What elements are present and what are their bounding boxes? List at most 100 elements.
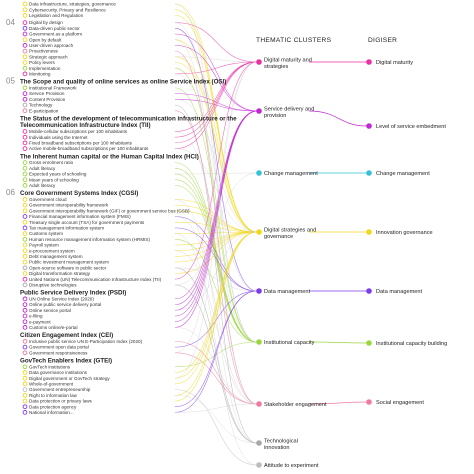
indicator-node [22,392,28,398]
digiser-label: Level of service embedment [376,124,446,130]
indicator-label: Disruptive technologies [29,283,77,288]
indicator-label: Tax management information system [29,226,104,231]
cluster-label: Stakeholder engagement [264,402,327,408]
indicator-to-cluster-line [174,28,258,292]
indicator-to-cluster-line [174,9,258,233]
indicator-label: Expected years of schooling [29,172,87,177]
indicator-to-cluster-line [174,221,258,233]
indicator-label: Service Provision [29,91,65,96]
cluster-node [256,170,262,176]
indicator-to-cluster-line [174,341,258,405]
indicator-label: Digital government or GovTech strategy [29,376,110,381]
digiser-node [366,59,372,65]
indicator-node [22,296,28,302]
indicator-label: Digital by design [29,20,63,25]
indicator-label: e-filing [29,314,43,319]
indicator-to-cluster-line [174,185,258,343]
indicator-node [22,225,28,231]
digiser-label: Social engagement [376,400,424,406]
digiser-node [366,229,372,235]
indicator-label: Treasury single account (TSA) for govern… [29,220,145,225]
indicator-to-cluster-line [174,22,258,63]
indicator-node [22,242,28,248]
indicator-to-cluster-line [174,239,258,343]
indicator-node [22,1,28,7]
cluster-label: Attitude to experiment [264,463,319,469]
indicator-label: Government interoperability framework [29,203,109,208]
indicator-node [22,108,28,114]
cluster-label: Digital strategies and [264,228,316,234]
indicator-to-cluster-line [174,131,258,343]
cluster-node [256,462,262,468]
indicator-label: Individuals using the Internet [29,135,88,140]
thematic-clusters-header: THEMATIC CLUSTERS [256,37,332,44]
cluster-label: strategies [264,64,288,70]
group-heading: GovTech Enablers Index (GTEI) [20,358,112,365]
indicator-to-cluster-line [174,216,258,292]
indicator-label: Proactiveness [29,49,59,54]
indicator-label: Institutional Framework [29,86,77,91]
indicator-label: Right to information law [29,393,78,398]
indicator-to-cluster-line [174,395,258,444]
indicator-node [22,339,28,344]
indicator-node [22,160,28,165]
indicator-node [22,171,28,177]
indicator-label: Government as a platform [29,32,82,37]
digiser-node [366,170,372,176]
indicator-to-cluster-line [174,290,258,413]
indicator-node [22,96,28,102]
indicator-node [22,146,28,151]
indicator-to-cluster-line [174,61,258,280]
indicator-to-cluster-line [174,172,258,175]
indicator-label: Mean years of schooling [29,177,79,182]
indicator-label: Customs online/e-portal [29,325,78,330]
indicator-node [22,177,28,183]
indicator-label: Whole-of-government [29,382,74,387]
indicator-node [22,129,28,134]
indicator-label: Adult literacy [29,166,56,171]
indicator-node [22,48,28,54]
indicator-label: Adult literacy [29,183,56,188]
indicator-to-cluster-line [174,99,258,233]
indicator-to-cluster-line [174,56,258,63]
indicator-label: e-procurement system [29,248,75,253]
indicator-to-cluster-line [174,61,258,75]
indicator-to-cluster-line [174,231,258,385]
indicator-to-cluster-line [174,45,258,112]
digiser-node [366,123,372,129]
indicator-node [22,265,28,271]
indicator-node [22,134,28,140]
indicator-node [22,344,28,350]
indicator-label: Government cloud [29,197,67,202]
indicator-label: Open-source software in public sector [29,265,107,270]
indicator-to-cluster-line [174,267,258,292]
indicator-node [22,381,28,387]
indicator-label: Strategic approach [29,54,68,59]
cluster-label: provision [264,113,286,119]
indicator-node [22,165,28,171]
indicator-label: User-driven approach [29,43,74,48]
indicator-to-cluster-line [174,250,258,405]
indicator-node [22,140,28,146]
indicator-node [22,91,28,96]
indicator-to-cluster-line [174,267,258,444]
indicator-node [22,370,28,375]
indicator-label: Financial management information system … [29,214,131,219]
indicator-to-cluster-line [174,231,258,234]
group-heading: The Scope and quality of online services… [20,79,226,86]
indicator-to-cluster-line [174,199,258,444]
indicator-to-cluster-line [174,61,258,149]
indicator-to-cluster-line [174,61,258,354]
indicator-node [22,208,28,214]
cluster-to-digiser-line [308,401,368,405]
indicator-label: E-participation [29,108,59,113]
indicator-label: Data-driven public sector [29,26,80,31]
indicator-node [22,219,28,225]
cluster-node [256,440,262,446]
indicator-label: Gross enrolment ratio [29,160,74,165]
indicator-to-cluster-line [174,148,258,233]
cluster-label: Digital maturity and [264,58,312,64]
indicator-label: Policy levers [29,60,55,65]
indicator-to-cluster-line [174,231,258,396]
indicator-to-cluster-line [174,62,258,233]
